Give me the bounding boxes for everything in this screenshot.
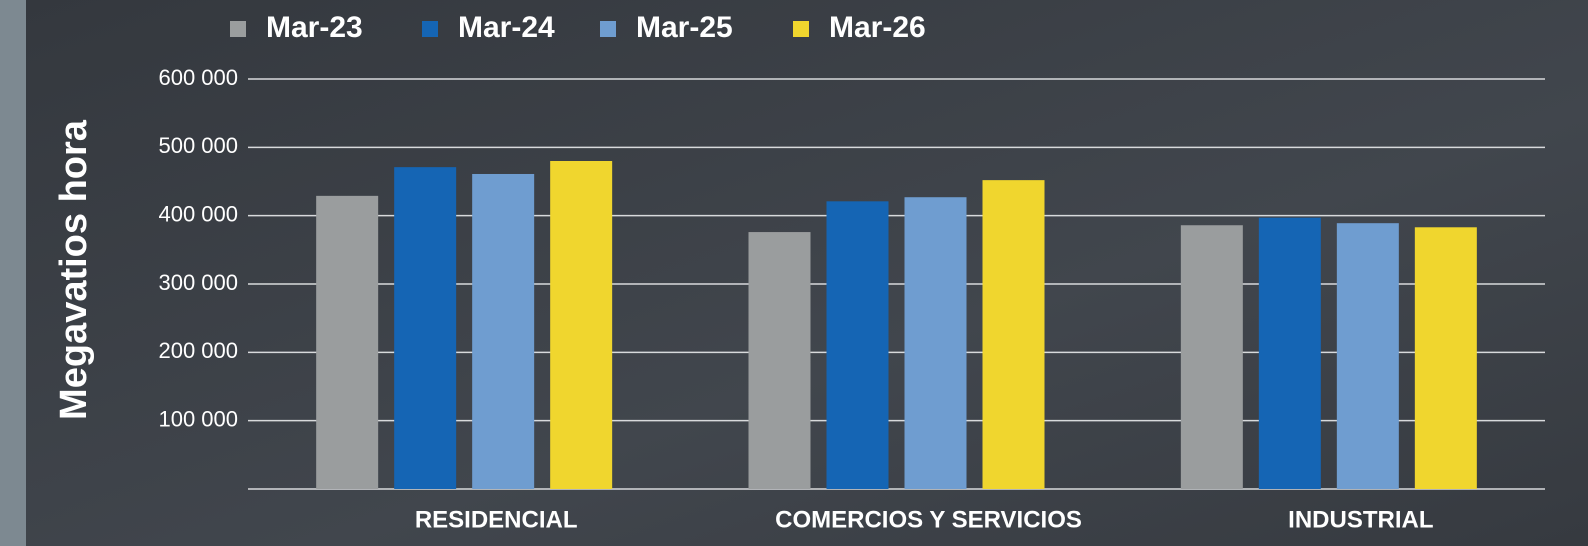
legend-swatch [230, 21, 246, 37]
y-axis-title: Megavatios hora [53, 119, 95, 420]
x-tick-label: RESIDENCIAL [415, 506, 578, 533]
legend-label: Mar-23 [266, 11, 363, 44]
bar [1180, 225, 1243, 489]
y-tick-label: 300 000 [158, 270, 238, 295]
y-tick-label: 500 000 [158, 133, 238, 158]
bar [1336, 223, 1399, 489]
y-tick-label: 100 000 [158, 406, 238, 431]
bar [316, 195, 379, 489]
bar [394, 167, 457, 489]
x-tick-label: INDUSTRIAL [1288, 506, 1433, 533]
bar [550, 161, 613, 489]
bar [472, 173, 535, 489]
y-tick-label: 200 000 [158, 338, 238, 363]
bar [982, 180, 1045, 489]
legend-swatch [422, 21, 438, 37]
bar [1258, 217, 1321, 489]
y-tick-label: 400 000 [158, 201, 238, 226]
bar [826, 201, 889, 490]
legend-label: Mar-26 [829, 11, 926, 44]
legend-label: Mar-25 [636, 11, 733, 44]
bar [1414, 227, 1477, 490]
x-tick-label: COMERCIOS Y SERVICIOS [775, 506, 1082, 533]
y-tick-label: 600 000 [158, 65, 238, 90]
legend-swatch [600, 21, 616, 37]
bar [748, 232, 811, 490]
legend-swatch [793, 21, 809, 37]
legend-label: Mar-24 [458, 11, 555, 44]
bar [904, 197, 967, 489]
side-strip [0, 0, 26, 546]
